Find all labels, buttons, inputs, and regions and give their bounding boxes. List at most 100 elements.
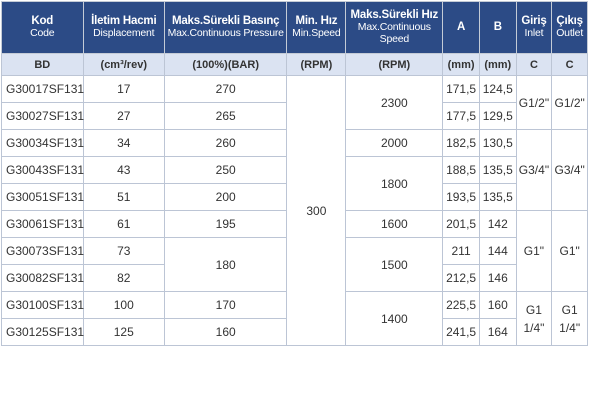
cell-b: 144 — [478, 237, 517, 265]
header-inlet-tr: Giriş — [521, 15, 547, 28]
unit-inlet: C — [515, 53, 553, 76]
cell-code: G30027SF131 — [1, 102, 84, 130]
cell-displacement: 125 — [82, 318, 166, 346]
table-row: G30100SF131 100 170 1400 225,5 160 G1 1/… — [1, 291, 588, 346]
cell-displacement: 73 — [82, 237, 166, 265]
header-outlet-en: Outlet — [556, 27, 584, 40]
table-row: G30017SF131 17 270 300 2300 171,5 124,5 … — [1, 75, 588, 346]
cell-displacement: 43 — [82, 156, 166, 184]
header-pressure: Maks.Sürekli Basınç Max.Continuous Press… — [164, 1, 288, 54]
cell-pressure: 195 — [164, 210, 288, 238]
cell-code: G30082SF131 — [1, 264, 84, 292]
header-inlet-en: Inlet — [524, 27, 544, 40]
cell-b: 130,5 — [478, 129, 517, 157]
cell-a: 241,5 — [442, 318, 480, 346]
header-min-speed-en: Min.Speed — [292, 27, 341, 40]
cell-b: 146 — [478, 264, 517, 292]
cell-code: G30100SF131 — [1, 291, 84, 319]
cell-pressure: 260 — [164, 129, 288, 157]
cell-code: G30051SF131 — [1, 183, 84, 211]
cell-max-speed: 2000 — [345, 129, 444, 157]
unit-outlet: C — [551, 53, 588, 76]
cell-displacement: 82 — [82, 264, 166, 292]
units-row: BD (cm³/rev) (100%)(BAR) (RPM) (RPM) (mm… — [1, 53, 588, 76]
table-row: G30125SF131 125 160 241,5 164 — [1, 318, 588, 346]
cell-a: 201,5 — [442, 210, 480, 238]
cell-pressure: 265 — [164, 102, 288, 130]
header-b: B — [478, 1, 517, 54]
header-inlet: Giriş Inlet — [515, 1, 553, 54]
header-code: Kod Code — [1, 1, 84, 54]
cell-outlet: G1" — [551, 210, 588, 292]
unit-pressure: (100%)(BAR) — [164, 53, 288, 76]
cell-inlet: G1/2" — [515, 75, 553, 130]
unit-displacement: (cm³/rev) — [82, 53, 166, 76]
table-row: G30082SF131 82 212,5 146 — [1, 264, 588, 292]
cell-displacement: 27 — [82, 102, 166, 130]
cell-code: G30073SF131 — [1, 237, 84, 265]
cell-b: 124,5 — [478, 75, 517, 103]
cell-outlet: G1 1/4" — [551, 291, 588, 346]
header-min-speed: Min. Hız Min.Speed — [286, 1, 347, 54]
header-b-label: B — [493, 21, 502, 34]
header-displacement-tr: İletim Hacmi — [91, 15, 157, 28]
cell-a: 188,5 — [442, 156, 480, 184]
header-max-speed: Maks.Sürekli Hız Max.Continuous Speed — [345, 1, 444, 54]
cell-code: G30017SF131 — [1, 75, 84, 103]
cell-pressure: 170 — [164, 291, 288, 319]
pump-spec-table: Kod Code İletim Hacmi Displacement Maks.… — [1, 1, 588, 346]
cell-displacement: 51 — [82, 183, 166, 211]
cell-max-speed: 1500 — [345, 237, 444, 292]
cell-code: G30125SF131 — [1, 318, 84, 346]
header-min-speed-tr: Min. Hız — [295, 15, 338, 28]
table-row: G30061SF131 61 195 1600 201,5 142 G1" G1… — [1, 210, 588, 292]
unit-max-speed: (RPM) — [345, 53, 444, 76]
cell-a: 177,5 — [442, 102, 480, 130]
cell-displacement: 34 — [82, 129, 166, 157]
cell-inlet: G1 1/4" — [515, 291, 553, 346]
table-row: G30073SF131 73 180 1500 211 144 — [1, 237, 588, 292]
cell-displacement: 61 — [82, 210, 166, 238]
cell-b: 164 — [478, 318, 517, 346]
cell-inlet: G3/4" — [515, 129, 553, 211]
cell-inlet: G1" — [515, 210, 553, 292]
cell-code: G30034SF131 — [1, 129, 84, 157]
header-max-speed-tr: Maks.Sürekli Hız — [350, 9, 439, 22]
cell-displacement: 17 — [82, 75, 166, 103]
header-max-speed-en: Max.Continuous Speed — [357, 21, 431, 45]
cell-b: 135,5 — [478, 183, 517, 211]
cell-pressure: 270 — [164, 75, 288, 103]
header-a: A — [442, 1, 480, 54]
cell-outlet: G3/4" — [551, 129, 588, 211]
cell-max-speed: 2300 — [345, 75, 444, 130]
cell-pressure: 250 — [164, 156, 288, 184]
unit-a: (mm) — [442, 53, 480, 76]
cell-b: 160 — [478, 291, 517, 319]
cell-a: 212,5 — [442, 264, 480, 292]
cell-displacement: 100 — [82, 291, 166, 319]
cell-a: 225,5 — [442, 291, 480, 319]
header-outlet-tr: Çıkış — [556, 15, 583, 28]
table-row: G30034SF131 34 260 2000 182,5 130,5 G3/4… — [1, 129, 588, 211]
cell-a: 171,5 — [442, 75, 480, 103]
cell-code: G30043SF131 — [1, 156, 84, 184]
cell-code: G30061SF131 — [1, 210, 84, 238]
cell-min-speed: 300 — [286, 75, 347, 346]
cell-a: 182,5 — [442, 129, 480, 157]
unit-min-speed: (RPM) — [286, 53, 347, 76]
unit-code: BD — [1, 53, 84, 76]
cell-max-speed: 1800 — [345, 156, 444, 211]
header-pressure-en: Max.Continuous Pressure — [167, 27, 284, 40]
cell-a: 211 — [442, 237, 480, 265]
header-code-en: Code — [30, 27, 55, 40]
header-pressure-tr: Maks.Sürekli Basınç — [171, 15, 280, 28]
cell-b: 142 — [478, 210, 517, 238]
header-displacement-en: Displacement — [93, 27, 155, 40]
cell-pressure: 200 — [164, 183, 288, 211]
header-displacement: İletim Hacmi Displacement — [82, 1, 166, 54]
cell-pressure: 180 — [164, 237, 288, 292]
cell-b: 129,5 — [478, 102, 517, 130]
cell-outlet: G1/2" — [551, 75, 588, 130]
header-a-label: A — [457, 21, 466, 34]
cell-pressure: 160 — [164, 318, 288, 346]
